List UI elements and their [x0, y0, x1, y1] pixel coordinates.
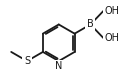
Text: N: N: [55, 61, 62, 71]
Text: OH: OH: [105, 33, 120, 43]
Text: B: B: [87, 19, 94, 29]
Text: OH: OH: [105, 6, 120, 16]
Text: S: S: [24, 56, 30, 66]
